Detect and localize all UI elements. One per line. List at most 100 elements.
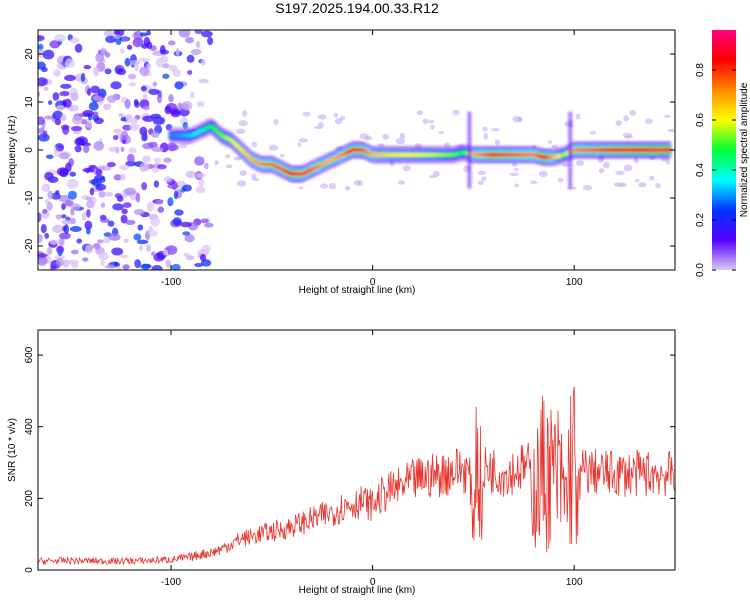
noise-blob [153,157,162,163]
noise-blob [399,132,406,140]
noise-blob [514,183,519,188]
noise-blob [62,125,70,135]
spectrogram-ytick-label: 20 [24,48,35,60]
noise-blob [279,153,285,158]
noise-blob [88,101,99,111]
noise-blob [561,163,570,167]
ridge-core [667,147,672,153]
noise-blob [103,103,112,111]
noise-blob [134,100,140,108]
snr-line-path [38,386,675,566]
snr-plot-area [38,330,675,570]
noise-blob [165,245,178,255]
noise-blob [200,59,206,66]
noise-blob [100,202,106,208]
noise-blob [177,102,183,112]
noise-blob [582,185,593,191]
noise-blob [49,239,59,245]
noise-blob [359,133,370,140]
noise-blob [55,257,64,267]
noise-blob [63,224,70,235]
snr-xlabel: Height of straight line (km) [299,585,416,596]
noise-blob [168,94,174,103]
noise-blob [239,170,247,176]
noise-blob [59,91,70,97]
noise-blob [71,115,83,125]
noise-blob [667,128,675,133]
noise-blob [551,144,559,149]
noise-blob [125,160,137,167]
noise-blob [511,163,518,167]
noise-blob [128,82,136,87]
noise-blob [112,203,124,211]
noise-blob [482,126,488,132]
noise-blob [81,212,87,221]
noise-blob [75,73,83,82]
colorbar-tick-label: 0.6 [695,113,706,127]
noise-blob [125,219,136,226]
noise-blob [153,180,160,188]
noise-blob [509,172,520,177]
noise-blob [87,88,92,96]
noise-blob [100,47,107,56]
noise-blob [83,145,90,154]
noise-blob [167,40,176,46]
noise-blob [194,262,204,268]
noise-blob [122,202,132,208]
noise-blob [194,156,205,166]
noise-blob [314,126,324,130]
spectrogram-ylabel: Frequency (Hz) [7,116,18,185]
noise-blob [59,152,70,160]
noise-blob [46,201,53,211]
spectrogram-frame [37,29,676,271]
noise-blob [136,239,149,245]
noise-blob [125,113,133,122]
noise-blob [133,209,145,216]
noise-blob [104,52,111,58]
noise-blob [344,185,351,191]
noise-blob [134,62,139,72]
noise-blob [152,116,165,125]
noise-blob [538,170,548,178]
noise-blob [120,146,125,152]
noise-blob [42,208,48,214]
noise-blob [61,214,67,219]
snr-ytick-label: 600 [24,346,35,363]
noise-blob [82,167,94,173]
noise-blob [119,164,130,170]
noise-blob [225,164,233,169]
noise-blob [95,183,107,191]
noise-blob [142,130,148,141]
noise-blob [152,167,160,173]
noise-blob [173,190,179,200]
noise-blob [87,112,93,121]
noise-blob [84,220,93,230]
noise-blob [644,118,654,125]
noise-blob [648,175,655,181]
noise-blob [52,224,64,234]
noise-blob [45,154,54,159]
noise-blob [126,44,133,50]
noise-blob [328,182,337,190]
snr-ytick-label: 200 [24,490,35,507]
noise-blob [151,251,156,257]
noise-blob [557,178,564,183]
noise-blob [157,164,167,170]
spectrogram-xtick-label: 100 [566,277,583,288]
noise-blob [82,257,89,262]
noise-blob [207,36,214,46]
noise-blob [49,40,61,49]
noise-blob [174,81,184,90]
colorbar-tick-label: 0.8 [695,63,706,77]
noise-blob [70,217,77,225]
noise-blob [224,154,231,159]
noise-blob [297,142,302,147]
noise-blob [46,247,53,255]
noise-blob [174,209,184,216]
noise-blob [92,95,103,101]
noise-blob [427,120,435,124]
noise-blob [84,244,94,254]
noise-blob [114,193,123,199]
